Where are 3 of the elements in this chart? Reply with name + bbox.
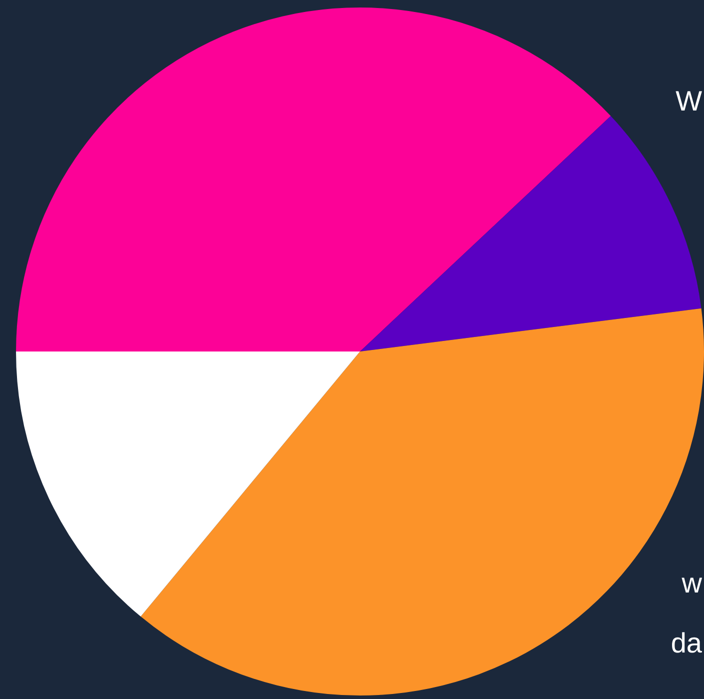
text: w	[680, 568, 703, 599]
text: W	[676, 86, 703, 117]
text: da	[670, 628, 702, 659]
